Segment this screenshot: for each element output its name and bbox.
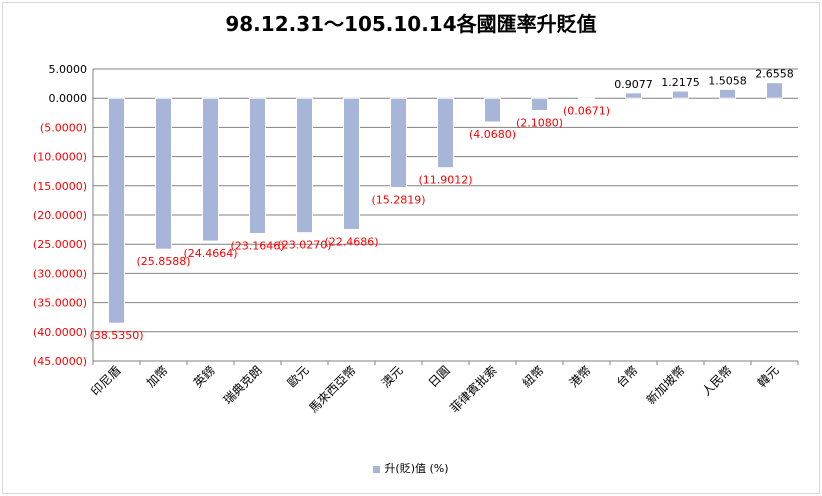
data-label: (0.0671)	[563, 105, 610, 118]
x-category-label: 菲律賓批索	[447, 363, 500, 416]
x-category-label: 歐元	[284, 363, 312, 391]
x-category-label: 台幣	[613, 363, 641, 391]
bar	[343, 97, 360, 230]
bar	[766, 82, 783, 99]
bar	[625, 92, 642, 99]
bar	[108, 97, 125, 324]
data-label: 1.5058	[708, 74, 747, 87]
bar	[531, 97, 548, 112]
y-tick-label: (5.0000)	[40, 121, 87, 134]
bar	[296, 97, 313, 234]
data-label: 2.6558	[755, 68, 794, 81]
x-category-label: 新加坡幣	[643, 363, 688, 408]
y-tick-label: (25.0000)	[33, 238, 87, 251]
data-label: (15.2819)	[371, 193, 425, 206]
data-label: 1.2175	[661, 76, 700, 89]
y-tick-label: (35.0000)	[33, 297, 87, 310]
data-label: (24.4664)	[183, 247, 237, 260]
y-tick-label: 5.0000	[49, 63, 88, 76]
y-tick-label: (45.0000)	[33, 355, 87, 368]
data-label: (4.0680)	[469, 128, 516, 141]
data-label: (22.4686)	[324, 235, 378, 248]
y-tick-label: 0.0000	[49, 92, 88, 105]
bar	[672, 90, 689, 99]
data-label: (23.0270)	[277, 239, 331, 252]
data-label: 0.9077	[614, 78, 653, 91]
x-category-label: 印尼盾	[88, 363, 123, 398]
bar	[390, 97, 407, 188]
y-tick-label: (15.0000)	[33, 180, 87, 193]
bar	[249, 97, 266, 234]
data-label: (38.5350)	[89, 329, 143, 342]
bar	[437, 97, 454, 169]
y-tick-label: (40.0000)	[33, 326, 87, 339]
legend-label: 升(貶)值 (%)	[384, 462, 449, 475]
bar	[202, 97, 219, 242]
bar	[484, 97, 501, 123]
data-label: (25.8588)	[136, 255, 190, 268]
x-category-label: 澳元	[379, 363, 406, 390]
legend-swatch	[373, 465, 381, 473]
x-category-label: 英鎊	[190, 363, 218, 391]
bar	[719, 88, 736, 99]
x-category-label: 瑞典克朗	[221, 363, 265, 407]
legend: 升(貶)值 (%)	[0, 460, 822, 476]
y-tick-label: (10.0000)	[33, 151, 87, 164]
x-category-label: 馬來西亞幣	[306, 363, 358, 415]
chart-title: 98.12.31～105.10.14各國匯率升貶值	[225, 12, 597, 36]
x-category-label: 港幣	[567, 363, 594, 390]
x-category-label: 人民幣	[699, 363, 734, 398]
x-category-label: 紐幣	[520, 363, 547, 390]
x-category-label: 韓元	[755, 363, 782, 390]
bar	[155, 97, 172, 250]
x-category-label: 加幣	[144, 363, 171, 390]
data-label: (23.1646)	[230, 239, 284, 252]
bar	[578, 97, 595, 100]
data-label: (2.1080)	[516, 117, 563, 130]
y-tick-label: (30.0000)	[33, 267, 87, 280]
x-category-label: 日圓	[426, 363, 453, 390]
data-label: (11.9012)	[418, 174, 472, 187]
y-tick-label: (20.0000)	[33, 209, 87, 222]
